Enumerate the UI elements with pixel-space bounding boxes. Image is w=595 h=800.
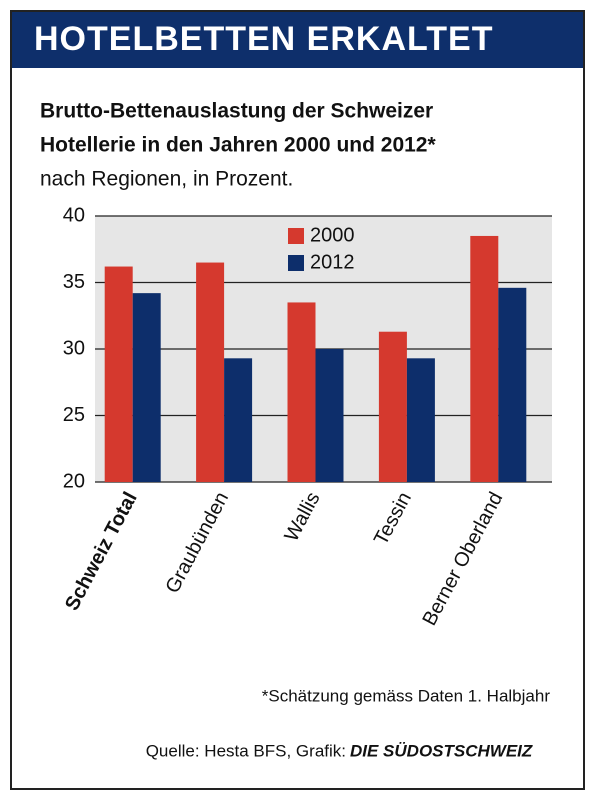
y-tick-label: 20 bbox=[63, 470, 85, 492]
bar bbox=[378, 331, 407, 482]
bar bbox=[196, 262, 225, 482]
bar bbox=[498, 287, 527, 482]
bar bbox=[104, 266, 133, 482]
y-tick-label: 35 bbox=[63, 271, 85, 293]
chart-title: Hotellerie in den Jahren 2000 und 2012* bbox=[40, 134, 436, 157]
bar bbox=[224, 358, 253, 482]
footnote: *Schätzung gemäss Daten 1. Halbjahr bbox=[262, 686, 551, 705]
publisher: DIE SÜDOSTSCHWEIZ bbox=[350, 741, 533, 760]
bar bbox=[287, 302, 316, 482]
legend-swatch bbox=[288, 255, 304, 271]
bar bbox=[315, 349, 344, 482]
legend-label: 2012 bbox=[310, 251, 355, 273]
chart-subtitle: nach Regionen, in Prozent. bbox=[40, 168, 293, 191]
legend-swatch bbox=[288, 228, 304, 244]
legend-label: 2000 bbox=[310, 224, 355, 246]
header-band bbox=[12, 12, 583, 68]
bar bbox=[132, 293, 161, 482]
bar bbox=[470, 235, 499, 482]
chart-title: Brutto-Bettenauslastung der Schweizer bbox=[40, 100, 433, 123]
bar bbox=[406, 358, 435, 482]
source: Quelle: Hesta BFS, Grafik: bbox=[146, 741, 346, 760]
header: HOTELBETTEN ERKALTET bbox=[34, 20, 493, 58]
y-tick-label: 25 bbox=[63, 404, 85, 426]
y-tick-label: 40 bbox=[63, 204, 85, 226]
y-tick-label: 30 bbox=[63, 337, 85, 359]
